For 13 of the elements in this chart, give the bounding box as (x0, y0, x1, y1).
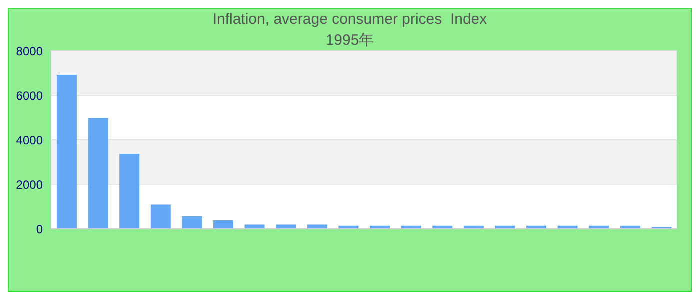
bar (57, 75, 77, 229)
y-tick-label: 0 (36, 222, 44, 236)
bar (88, 118, 108, 229)
chart-subtitle: 1995年 (326, 32, 374, 49)
chart-title: Inflation, average consumer prices Index (212, 11, 488, 28)
bar (120, 154, 140, 229)
y-tick-label: 4000 (16, 133, 44, 148)
bar (182, 216, 202, 229)
y-tick-label: 2000 (16, 178, 44, 192)
y-tick-label: 6000 (16, 88, 44, 103)
bar (150, 204, 171, 229)
bar (214, 220, 234, 229)
y-tick-label: 8000 (16, 44, 44, 58)
